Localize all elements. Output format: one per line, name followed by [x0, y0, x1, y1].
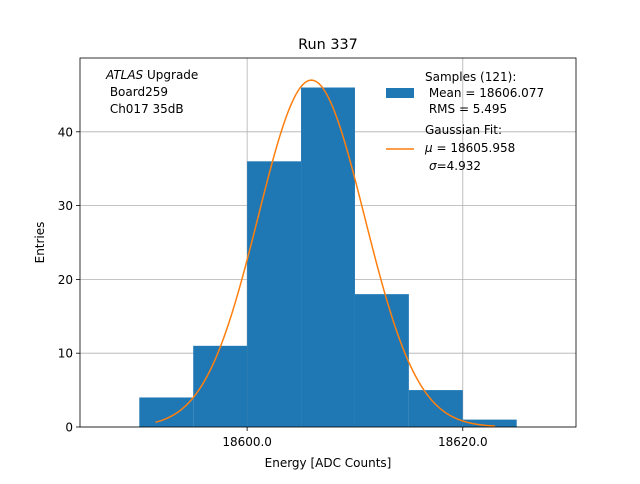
legend: Samples (121): Mean = 18606.077 RMS = 5.…: [386, 70, 544, 173]
y-tick-label: 10: [58, 347, 73, 361]
x-tick-label: 18600.0: [222, 435, 272, 449]
histogram-bar: [462, 419, 517, 427]
histogram-bar: [354, 294, 409, 427]
legend-samples-label: Samples (121):: [425, 70, 516, 84]
legend-mu-value: = 18605.958: [433, 141, 516, 155]
annotation-atlas: ATLAS: [105, 68, 144, 82]
histogram-bar: [247, 161, 302, 427]
histogram-bar: [139, 397, 194, 427]
annotation-upgrade: Upgrade: [143, 68, 198, 82]
gaussian-fit-line: [155, 79, 496, 427]
x-ticks: 18600.0 18620.0: [222, 427, 488, 449]
legend-sigma-value: =4.932: [437, 159, 481, 173]
y-ticks: 0 10 20 30 40: [58, 125, 80, 435]
chart-title: Run 337: [298, 37, 358, 53]
legend-fit-label: Gaussian Fit:: [425, 123, 502, 137]
legend-sigma-symbol: σ: [429, 159, 437, 173]
annotation-line-1: ATLAS Upgrade: [105, 68, 198, 82]
y-tick-label: 20: [58, 273, 73, 287]
histogram-bars: [139, 87, 517, 428]
legend-fit-mu: μ = 18605.958: [424, 141, 515, 155]
legend-samples-mean: Mean = 18606.077: [425, 86, 544, 100]
legend-fit-sigma: σ=4.932: [429, 159, 481, 173]
x-tick-label: 18620.0: [438, 435, 488, 449]
annotation-line-2: Board259: [106, 85, 168, 99]
legend-mu-symbol: μ: [424, 141, 433, 155]
x-axis-label: Energy [ADC Counts]: [265, 456, 392, 470]
annotation-box: ATLAS Upgrade Board259 Ch017 35dB: [105, 68, 198, 116]
gaussian-fit-layer: [155, 79, 496, 427]
legend-samples-swatch: [386, 88, 414, 98]
plot-frame: [79, 57, 577, 428]
annotation-line-3: Ch017 35dB: [106, 102, 184, 116]
y-tick-label: 0: [65, 421, 73, 435]
legend-samples-rms: RMS = 5.495: [425, 102, 507, 116]
y-axis-label: Entries: [33, 222, 47, 264]
histogram-bar: [193, 345, 248, 427]
y-tick-label: 40: [58, 125, 73, 139]
histogram-bar: [301, 87, 355, 428]
y-tick-label: 30: [58, 199, 73, 213]
histogram-bar: [408, 390, 463, 427]
